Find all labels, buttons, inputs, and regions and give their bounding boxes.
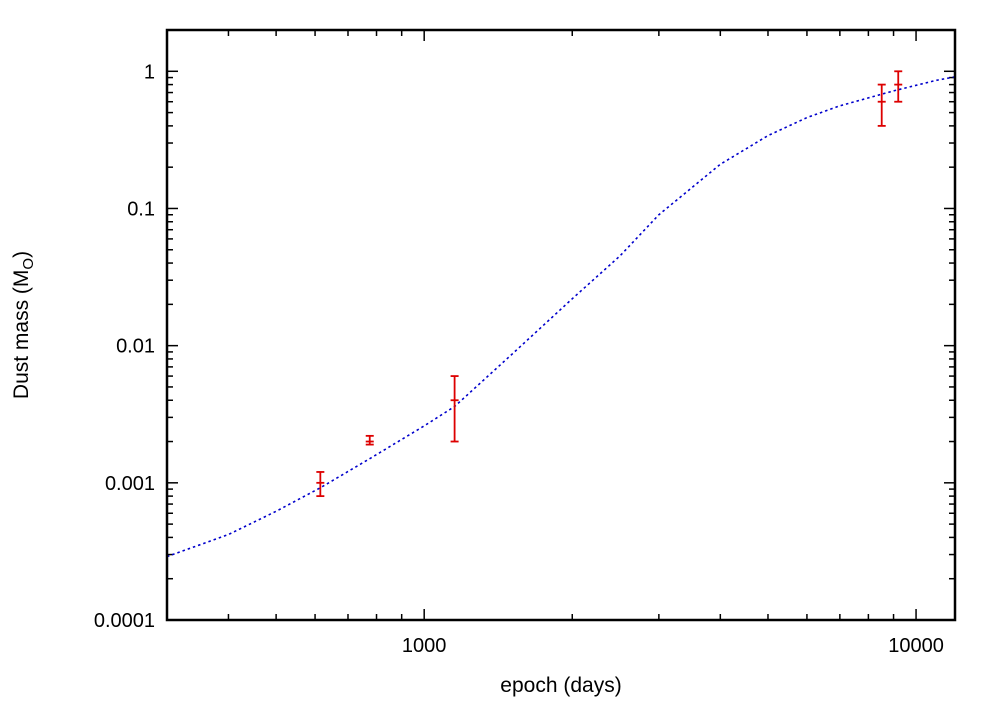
tick-marks bbox=[166, 29, 955, 621]
errorbar-layer bbox=[316, 70, 903, 498]
tick-labels: 1000 10000 0.0001 0.001 0.01 0.1 1 bbox=[94, 61, 944, 657]
data-point bbox=[316, 471, 325, 498]
fit-curve bbox=[166, 76, 956, 558]
fit-curve-layer bbox=[166, 76, 956, 558]
plot-frame bbox=[165, 28, 957, 622]
x-axis-title: epoch (days) bbox=[500, 674, 621, 697]
y-tick-label: 0.001 bbox=[105, 473, 155, 495]
data-point bbox=[450, 375, 459, 443]
x-tick-label: 1000 bbox=[402, 635, 447, 657]
y-tick-label: 1 bbox=[144, 61, 155, 83]
y-axis-title-close: ) bbox=[10, 251, 33, 258]
y-tick-label: 0.0001 bbox=[94, 610, 155, 632]
data-point bbox=[877, 83, 886, 127]
data-point bbox=[365, 434, 374, 446]
y-axis-title-main: Dust mass (M bbox=[10, 270, 33, 400]
data-point bbox=[894, 70, 903, 103]
y-tick-label: 0.1 bbox=[127, 198, 155, 220]
x-tick-label: 10000 bbox=[888, 635, 944, 657]
y-axis-title-subscript: O bbox=[20, 258, 37, 270]
y-tick-label: 0.01 bbox=[116, 336, 155, 358]
y-axis-title: Dust mass (MO) bbox=[10, 251, 37, 399]
